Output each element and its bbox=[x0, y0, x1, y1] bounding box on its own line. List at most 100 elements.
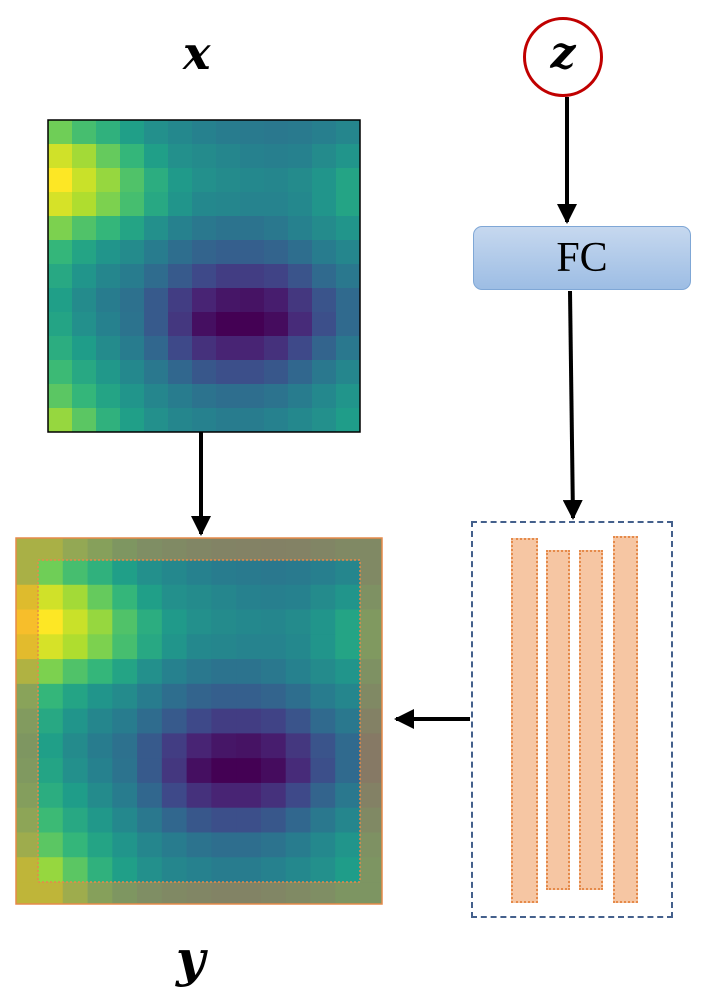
heatmap-y-cell bbox=[87, 659, 113, 685]
heatmap-y-cell bbox=[38, 584, 64, 610]
heatmap-x-cell bbox=[264, 120, 289, 145]
heatmap-x-cell bbox=[288, 264, 313, 289]
padding-cell-top bbox=[260, 538, 287, 561]
heatmap-y-cell bbox=[87, 584, 113, 610]
heatmap-x-cell bbox=[312, 408, 337, 433]
heatmap-y-cell bbox=[87, 560, 113, 586]
heatmap-y-cell bbox=[137, 659, 163, 685]
heatmap-y-cell bbox=[211, 560, 237, 586]
heatmap-y-cell bbox=[186, 733, 212, 759]
heatmap-x-cell bbox=[216, 264, 241, 289]
heatmap-x-cell bbox=[240, 144, 265, 169]
heatmap-y-cell bbox=[87, 609, 113, 635]
heatmap-x-cell bbox=[288, 240, 313, 265]
padding-cell-right bbox=[360, 807, 383, 833]
heatmap-y-cell bbox=[285, 733, 311, 759]
heatmap-x-cell bbox=[72, 312, 97, 337]
heatmap-y-cell bbox=[137, 560, 163, 586]
heatmap-y-cell bbox=[285, 584, 311, 610]
heatmap-x-cell bbox=[96, 192, 121, 217]
arrow-fc-to-filters bbox=[562, 290, 583, 520]
padding-cell-top bbox=[161, 538, 188, 561]
heatmap-x-cell bbox=[216, 216, 241, 241]
heatmap-y-cell bbox=[112, 708, 138, 734]
heatmap-y-cell bbox=[87, 758, 113, 784]
filter-strip-1 bbox=[511, 538, 538, 903]
heatmap-y-cell bbox=[112, 758, 138, 784]
heatmap-x-cell bbox=[144, 192, 169, 217]
heatmap-y-cell bbox=[211, 659, 237, 685]
padding-cell-bottom bbox=[211, 882, 237, 905]
heatmap-y-cell bbox=[38, 807, 64, 833]
heatmap-y-cell bbox=[211, 758, 237, 784]
heatmap-y-cell bbox=[161, 733, 188, 759]
heatmap-x-cell bbox=[72, 216, 97, 241]
heatmap-y-cell bbox=[161, 609, 188, 635]
padding-cell-right bbox=[360, 560, 383, 586]
heatmap-y-cell bbox=[186, 659, 212, 685]
heatmap-y-cell bbox=[38, 733, 64, 759]
heatmap-x-cell bbox=[168, 168, 193, 193]
heatmap-x-cell bbox=[144, 120, 169, 145]
heatmap-y-cell bbox=[112, 560, 138, 586]
heatmap-x-cell bbox=[288, 120, 313, 145]
padding-inner-boundary bbox=[37, 559, 361, 883]
heatmap-y-cell bbox=[335, 683, 361, 710]
heatmap-x-cell bbox=[264, 288, 289, 313]
heatmap-x-cell bbox=[240, 264, 265, 289]
filter-strip-3 bbox=[579, 550, 603, 890]
input-label-x: x bbox=[183, 26, 211, 80]
heatmap-x-cell bbox=[48, 120, 73, 145]
heatmap-y-cell bbox=[260, 733, 287, 759]
padding-cell-bottom bbox=[62, 882, 88, 905]
heatmap-y-cell bbox=[112, 683, 138, 710]
heatmap-x-cell bbox=[192, 216, 217, 241]
padding-cell-left bbox=[16, 758, 39, 784]
heatmap-x-cell bbox=[336, 264, 361, 289]
padding-cell-left bbox=[16, 683, 39, 710]
heatmap-y-cell bbox=[285, 832, 311, 858]
heatmap-x-cell bbox=[192, 312, 217, 337]
input-heatmap-x bbox=[48, 120, 361, 433]
heatmap-y-cell bbox=[335, 857, 361, 883]
heatmap-y-cell bbox=[38, 683, 64, 710]
heatmap-x-cell bbox=[288, 312, 313, 337]
heatmap-y-cell bbox=[161, 708, 188, 734]
heatmap-y-cell bbox=[186, 857, 212, 883]
padding-cell-left bbox=[16, 634, 39, 660]
padding-cell-left bbox=[16, 782, 39, 809]
padding-cell-top bbox=[285, 538, 311, 561]
heatmap-x-cell bbox=[288, 288, 313, 313]
heatmap-y-cell bbox=[137, 708, 163, 734]
heatmap-y-cell bbox=[335, 634, 361, 660]
heatmap-y-cell bbox=[335, 560, 361, 586]
heatmap-x-cell bbox=[312, 216, 337, 241]
heatmap-y-cell bbox=[186, 807, 212, 833]
heatmap-y-cell bbox=[137, 758, 163, 784]
heatmap-y-cell bbox=[186, 758, 212, 784]
heatmap-y-cell bbox=[137, 733, 163, 759]
heatmap-y-cell bbox=[310, 609, 336, 635]
heatmap-x-cell bbox=[120, 216, 145, 241]
padding-cell-left bbox=[16, 609, 39, 635]
heatmap-y-cell bbox=[137, 832, 163, 858]
heatmap-y-cell bbox=[211, 683, 237, 710]
heatmap-x-cell bbox=[144, 360, 169, 385]
latent-z-label: z bbox=[550, 28, 576, 79]
filter-strip-4 bbox=[613, 536, 638, 903]
heatmap-x-cell bbox=[144, 288, 169, 313]
heatmap-y-cell bbox=[236, 659, 262, 685]
heatmap-y-cell bbox=[186, 609, 212, 635]
padding-cell-bottom bbox=[285, 882, 311, 905]
heatmap-x-cell bbox=[120, 384, 145, 409]
heatmap-x-cell bbox=[216, 384, 241, 409]
heatmap-x-cell bbox=[168, 144, 193, 169]
heatmap-x-cell bbox=[240, 312, 265, 337]
heatmap-y-cell bbox=[38, 758, 64, 784]
heatmap-y-cell bbox=[285, 857, 311, 883]
heatmap-x-cell bbox=[48, 336, 73, 361]
padding-cell-bottom bbox=[112, 882, 138, 905]
heatmap-x-cell bbox=[264, 384, 289, 409]
heatmap-x-cell bbox=[336, 192, 361, 217]
heatmap-y-cell bbox=[310, 807, 336, 833]
